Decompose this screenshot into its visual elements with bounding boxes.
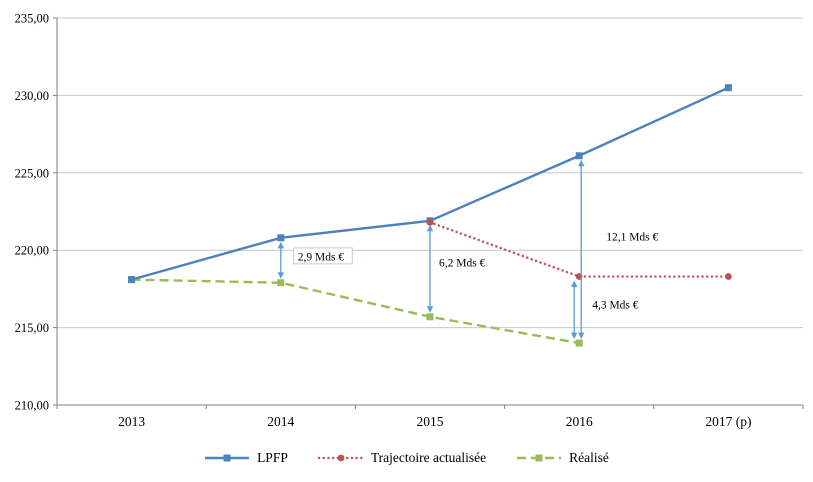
series-marker <box>128 276 136 284</box>
legend-item-realise: Réalisé <box>516 450 609 466</box>
plot-area: 210,00 215,00 220,00 225,00 230,00 235,00 2013… <box>15 12 804 429</box>
legend-item-trajectoire: Trajectoire actualisée <box>317 450 487 466</box>
legend-marker <box>337 454 345 462</box>
x-tick-label: 2017 (p) <box>705 414 751 429</box>
legend-sample-lpfp <box>205 454 250 462</box>
series-marker <box>575 339 583 347</box>
x-tick-label: 2015 <box>417 414 444 429</box>
legend-sample-realise <box>517 454 562 462</box>
legend-marker <box>535 454 543 462</box>
y-tick-label: 235,00 <box>15 12 49 26</box>
annotation-label: 2,9 Mds € <box>298 251 345 263</box>
x-tick-label: 2014 <box>267 414 294 429</box>
x-tick-label: 2013 <box>118 414 145 429</box>
series-marker <box>277 279 285 287</box>
annotation-label-bg <box>435 254 494 271</box>
arrowhead-down-icon <box>277 272 284 279</box>
arrowhead-up-icon <box>571 280 578 288</box>
series-marker <box>724 84 732 92</box>
x-tick-label: 2016 <box>566 414 593 429</box>
series-marker <box>277 234 285 242</box>
y-tick-label: 220,00 <box>15 244 49 258</box>
y-tick-label: 225,00 <box>15 166 49 180</box>
arrowhead-down-icon <box>571 332 578 340</box>
annotation-label: 12,1 Mds € <box>606 231 658 243</box>
series-marker <box>426 313 434 321</box>
arrowhead-up-icon <box>426 224 434 232</box>
legend-label-realise: Réalisé <box>569 450 609 465</box>
legend-sample-trajectoire <box>317 454 364 462</box>
annotation-label-bg <box>293 247 353 265</box>
arrowhead-up-icon <box>277 241 284 249</box>
annotation-label: 4,3 Mds € <box>592 299 639 311</box>
annotation-label-bg <box>602 227 667 244</box>
legend-label-lpfp: LPFP <box>257 450 288 465</box>
arrowhead-down-icon <box>426 306 434 313</box>
series-marker <box>575 152 583 160</box>
y-tick-label: 210,00 <box>15 399 49 413</box>
annotation-label: 6,2 Mds € <box>439 258 486 270</box>
chart-legend: LPFP Trajectoire actualisée Réalisé <box>0 450 813 466</box>
series-marker <box>426 218 434 226</box>
series-marker <box>725 273 732 280</box>
arrowhead-down-icon <box>578 332 585 340</box>
y-tick-label: 215,00 <box>15 321 49 335</box>
series-line-2 <box>131 278 580 345</box>
legend-item-lpfp: LPFP <box>204 450 288 466</box>
arrowhead-up-icon <box>578 159 585 167</box>
legend-marker <box>223 454 231 462</box>
y-tick-label: 230,00 <box>15 89 49 103</box>
legend-label-trajectoire: Trajectoire actualisée <box>370 450 487 465</box>
annotation-label-bg <box>588 295 647 312</box>
